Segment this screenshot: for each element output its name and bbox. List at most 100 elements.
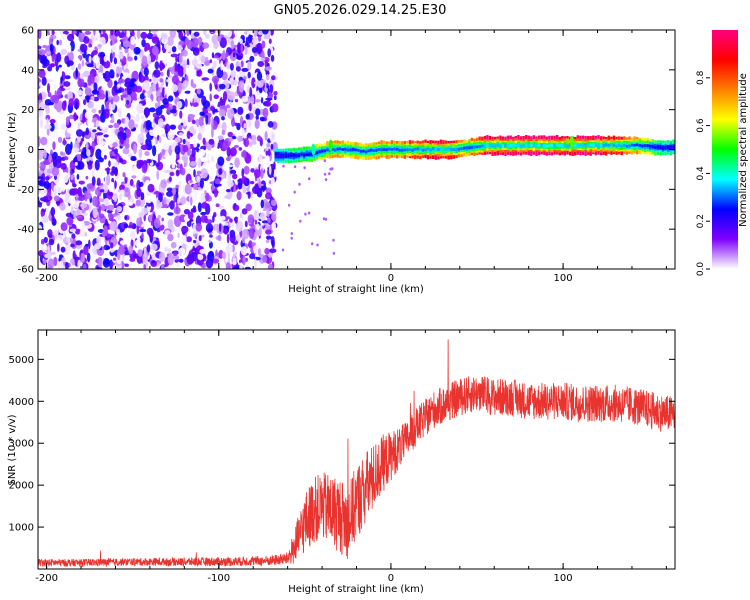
noise-blob: [64, 75, 71, 80]
x-tick-label: 0: [388, 273, 394, 284]
noise-blob: [78, 180, 85, 185]
noise-blob: [270, 54, 275, 62]
noise-blob: [60, 33, 67, 40]
noise-blob: [267, 217, 271, 224]
signal-cell: [437, 148, 440, 152]
noise-blob: [255, 115, 259, 120]
signal-cell: [460, 147, 463, 151]
noise-blob: [88, 201, 92, 213]
noise-blob: [103, 70, 111, 82]
noise-blob: [189, 160, 197, 167]
noise-blob: [56, 39, 59, 46]
noise-blob: [193, 169, 196, 178]
noise-blob: [161, 217, 165, 222]
y-tick-label: 1000: [9, 523, 34, 534]
noise-blob: [145, 98, 152, 103]
noise-blob: [261, 220, 269, 224]
noise-blob: [129, 178, 134, 187]
noise-blob: [251, 47, 258, 53]
noise-blob: [258, 86, 263, 94]
noise-blob: [38, 108, 44, 120]
colorbar-label: Normalized spectral amplitude: [738, 73, 749, 227]
noise-blob: [225, 189, 231, 193]
noise-blob: [197, 181, 201, 187]
noise-blob: [222, 91, 228, 102]
noise-blob: [151, 36, 160, 44]
noise-blob: [163, 57, 167, 66]
noise-blob: [72, 250, 76, 261]
noise-blob: [164, 246, 168, 253]
noise-blob: [170, 66, 175, 75]
snr-series-line: [38, 339, 675, 568]
noise-blob: [38, 163, 41, 168]
noise-blob: [144, 108, 149, 119]
noise-blob: [172, 254, 180, 260]
noise-blob: [247, 94, 255, 106]
signal-cell: [323, 149, 326, 153]
noise-blob: [141, 164, 148, 174]
noise-blob: [50, 35, 57, 40]
noise-blob: [158, 96, 161, 108]
noise-blob: [218, 168, 223, 175]
noise-blob: [103, 225, 108, 237]
noise-blob: [53, 195, 60, 202]
noise-blob: [247, 191, 251, 199]
signal-cell: [452, 148, 456, 152]
noise-blob: [156, 199, 160, 205]
noise-blob: [254, 258, 257, 269]
noise-blob: [248, 240, 253, 249]
noise-blob: [166, 79, 171, 83]
noise-blob: [222, 190, 228, 196]
noise-blob: [46, 127, 50, 136]
signal-cell: [419, 147, 422, 151]
noise-blob: [234, 98, 239, 103]
noise-blob: [171, 162, 176, 169]
signal-cell: [354, 148, 357, 152]
noise-blob: [219, 37, 227, 49]
noise-blob: [257, 135, 262, 142]
signal-cell: [532, 144, 536, 148]
noise-blob: [182, 144, 189, 153]
signal-cell: [553, 144, 556, 148]
noise-blob: [96, 132, 104, 136]
noise-blob: [73, 30, 77, 35]
noise-blob: [148, 107, 156, 113]
noise-blob: [73, 112, 77, 122]
signal-cell: [326, 148, 329, 152]
noise-blob: [258, 154, 262, 162]
noise-blob: [256, 78, 264, 88]
noise-blob: [125, 171, 129, 178]
signal-cell: [403, 148, 406, 152]
noise-blob: [86, 95, 90, 103]
noise-blob: [181, 225, 189, 234]
noise-blob: [212, 60, 217, 69]
noise-blob: [239, 262, 243, 269]
noise-blob: [137, 133, 145, 144]
noise-blob: [222, 140, 229, 151]
noise-blob: [67, 166, 71, 176]
noise-blob: [171, 143, 176, 150]
noise-blob: [60, 48, 68, 56]
noise-blob: [200, 168, 208, 179]
signal-cell: [344, 147, 347, 151]
noise-blob: [41, 76, 47, 86]
noise-blob: [112, 95, 120, 103]
noise-blob: [82, 112, 85, 124]
noise-blob: [226, 164, 234, 168]
noise-blob: [193, 183, 198, 190]
noise-blob: [242, 149, 247, 159]
noise-speck: [304, 212, 307, 216]
y-tick-label: -20: [18, 185, 34, 196]
noise-blob: [70, 168, 73, 177]
noise-blob: [191, 119, 196, 125]
noise-blob: [171, 84, 179, 92]
noise-blob: [269, 131, 276, 143]
noise-blob: [249, 102, 252, 112]
signal-cell: [362, 149, 365, 153]
signal-cell: [395, 147, 399, 151]
noise-blob: [93, 82, 98, 92]
noise-blob: [147, 54, 151, 66]
noise-blob: [119, 193, 122, 201]
noise-blob: [42, 149, 47, 159]
noise-blob: [202, 162, 210, 169]
